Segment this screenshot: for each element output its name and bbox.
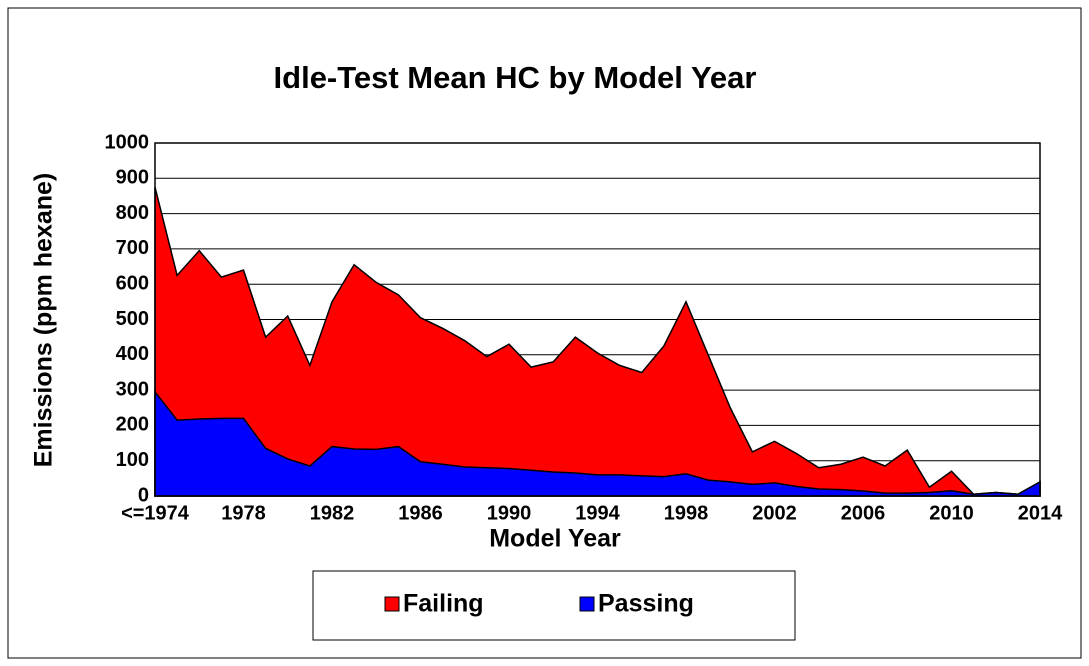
- x-tick-label: 1994: [575, 502, 620, 524]
- y-tick-label: 200: [116, 414, 149, 436]
- y-tick-label: 100: [116, 449, 149, 471]
- x-tick-label: 1986: [398, 502, 443, 524]
- plot-border: [154, 142, 1041, 497]
- y-tick-label: 400: [116, 343, 149, 365]
- x-tick-label: 1982: [310, 502, 355, 524]
- y-tick-label: 500: [116, 308, 149, 330]
- x-tick-label: <=1974: [121, 502, 190, 524]
- area: [154, 186, 1041, 497]
- x-tick-label: 2014: [1018, 502, 1063, 524]
- chart-title: Idle-Test Mean HC by Model Year: [274, 60, 757, 95]
- y-tick-label: 700: [116, 237, 149, 259]
- x-tick-label: 2006: [841, 502, 886, 524]
- y-tick-label: 800: [116, 202, 149, 224]
- y-tick-label: 0: [138, 484, 149, 506]
- x-tick-label: 1998: [664, 502, 709, 524]
- y-tick-label: 300: [116, 378, 149, 400]
- x-axis-label: Model Year: [489, 525, 621, 553]
- legend-swatch: [384, 596, 400, 612]
- x-tick-label: 2010: [929, 502, 974, 524]
- area: [154, 389, 1041, 497]
- x-tick-label: 2002: [752, 502, 797, 524]
- x-tick-label: 1978: [221, 502, 266, 524]
- legend-swatch: [579, 596, 595, 612]
- legend-label: Failing: [403, 590, 484, 618]
- legend-label: Passing: [598, 590, 694, 618]
- y-tick-label: 600: [116, 272, 149, 294]
- y-tick-label: 1000: [105, 131, 150, 153]
- y-tick-label: 900: [116, 167, 149, 189]
- y-axis-label: Emissions (ppm hexane): [30, 173, 58, 468]
- x-tick-label: 1990: [487, 502, 532, 524]
